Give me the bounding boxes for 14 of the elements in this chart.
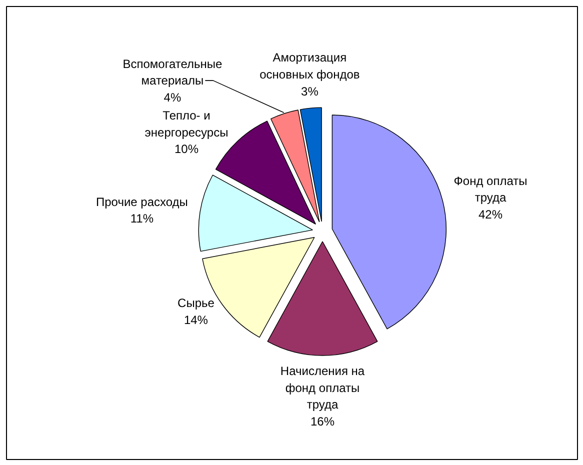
slice-label: Прочие расходы (96, 194, 188, 209)
slice-label: Сырье (178, 296, 215, 310)
slice-label: Тепло- и энергоресурсы (144, 108, 228, 140)
data-label: 42% (478, 207, 503, 222)
data-label: 10% (174, 142, 199, 156)
slice-label: Амортизация основных фондов (260, 50, 360, 82)
data-label: 3% (301, 84, 319, 98)
slice-label: Фонд оплаты труда (454, 174, 528, 205)
data-label: 16% (310, 414, 335, 428)
data-label: 11% (130, 212, 154, 226)
data-label: 4% (164, 90, 182, 104)
slice-label: Начисления на фонд оплаты труда (280, 364, 365, 412)
slice-label: Вспомогательные материалы (122, 56, 223, 88)
data-label: 14% (184, 312, 208, 327)
